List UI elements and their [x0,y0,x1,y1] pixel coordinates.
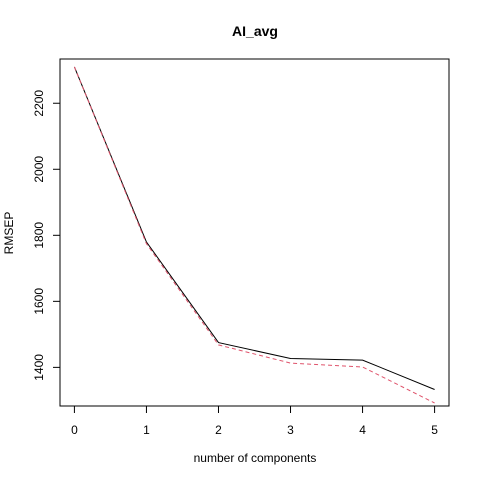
y-tick-label: 2000 [32,156,46,183]
x-tick-label: 5 [431,423,438,437]
y-axis: 1400 1600 1800 2000 2200 [32,90,61,381]
y-tick-label: 1400 [32,354,46,381]
chart-title: AI_avg [232,23,278,39]
x-axis: 0 1 2 3 4 5 [71,405,438,437]
x-axis-label: number of components [194,451,317,465]
y-tick-label: 1800 [32,222,46,249]
x-tick-label: 1 [143,423,150,437]
x-tick-label: 3 [287,423,294,437]
y-axis-label: RMSEP [2,212,16,255]
y-tick-label: 1600 [32,288,46,315]
x-tick-label: 4 [359,423,366,437]
series-line-1 [73,66,435,390]
x-tick-label: 0 [71,423,78,437]
series-layer [73,66,435,404]
series-line-2 [73,66,435,404]
x-tick-label: 2 [215,423,222,437]
y-tick-label: 2200 [32,90,46,117]
